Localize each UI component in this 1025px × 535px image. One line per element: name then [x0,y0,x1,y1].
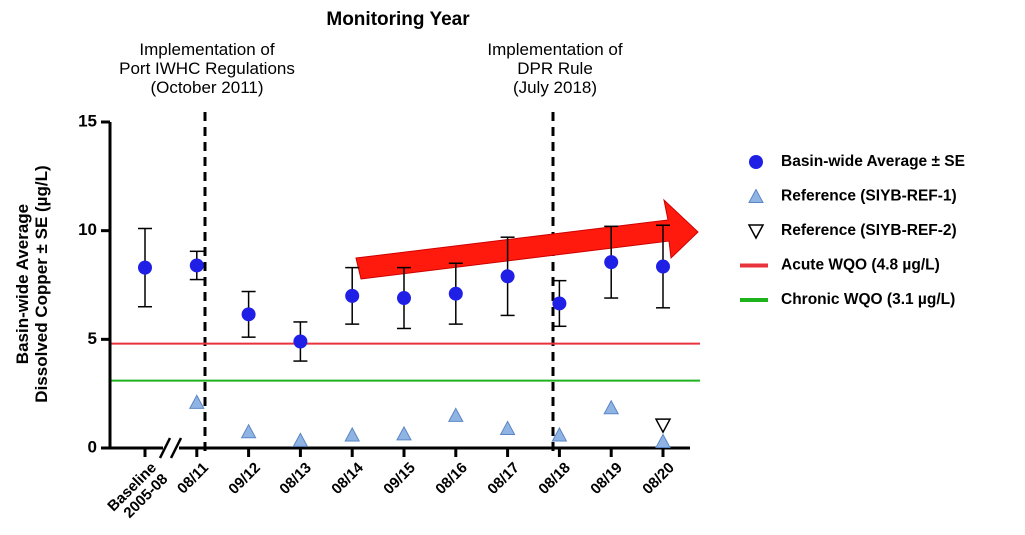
legend-marker [748,188,764,203]
annotation: Implementation of Port IWHC Regulations … [119,40,295,98]
trend-arrow [355,198,699,280]
data-point [448,286,463,301]
data-point [292,432,309,447]
data-point [188,394,205,409]
y-tick-label: 10 [78,220,97,239]
data-point [499,420,516,435]
data-point [656,259,670,274]
chart-title: Monitoring Year [326,9,470,30]
legend-marker [747,224,765,240]
legend-marker [749,155,763,169]
annotation: Implementation of DPR Rule (July 2018) [487,40,623,98]
data-point [240,423,257,439]
data-point [138,260,152,275]
data-point [447,407,464,422]
axis-break [169,437,183,459]
data-point [552,296,567,311]
data-point [500,269,515,284]
legend-label: Chronic WQO (3.1 µg/L) [781,291,955,308]
data-point [293,334,308,349]
data-point [344,426,361,442]
axis-break [158,437,172,459]
data-point [655,433,671,448]
data-point [397,291,411,306]
data-point [551,426,568,442]
legend-label: Reference (SIYB-REF-1) [781,188,957,205]
legend-label: Acute WQO (4.8 µg/L) [781,257,940,274]
legend-label: Reference (SIYB-REF-2) [781,222,957,239]
y-tick-label: 0 [88,437,97,456]
data-point [604,255,619,270]
data-point [241,307,256,322]
y-tick-label: 15 [78,111,97,130]
y-tick-label: 5 [88,329,97,348]
legend-label: Basin-wide Average ± SE [781,153,965,170]
data-point [654,418,672,434]
data-point [396,425,412,441]
y-axis-label: Basin-wide Average Dissolved Copper ± SE… [12,165,51,403]
data-point [345,288,360,303]
data-point [189,258,204,273]
data-point [603,399,620,415]
